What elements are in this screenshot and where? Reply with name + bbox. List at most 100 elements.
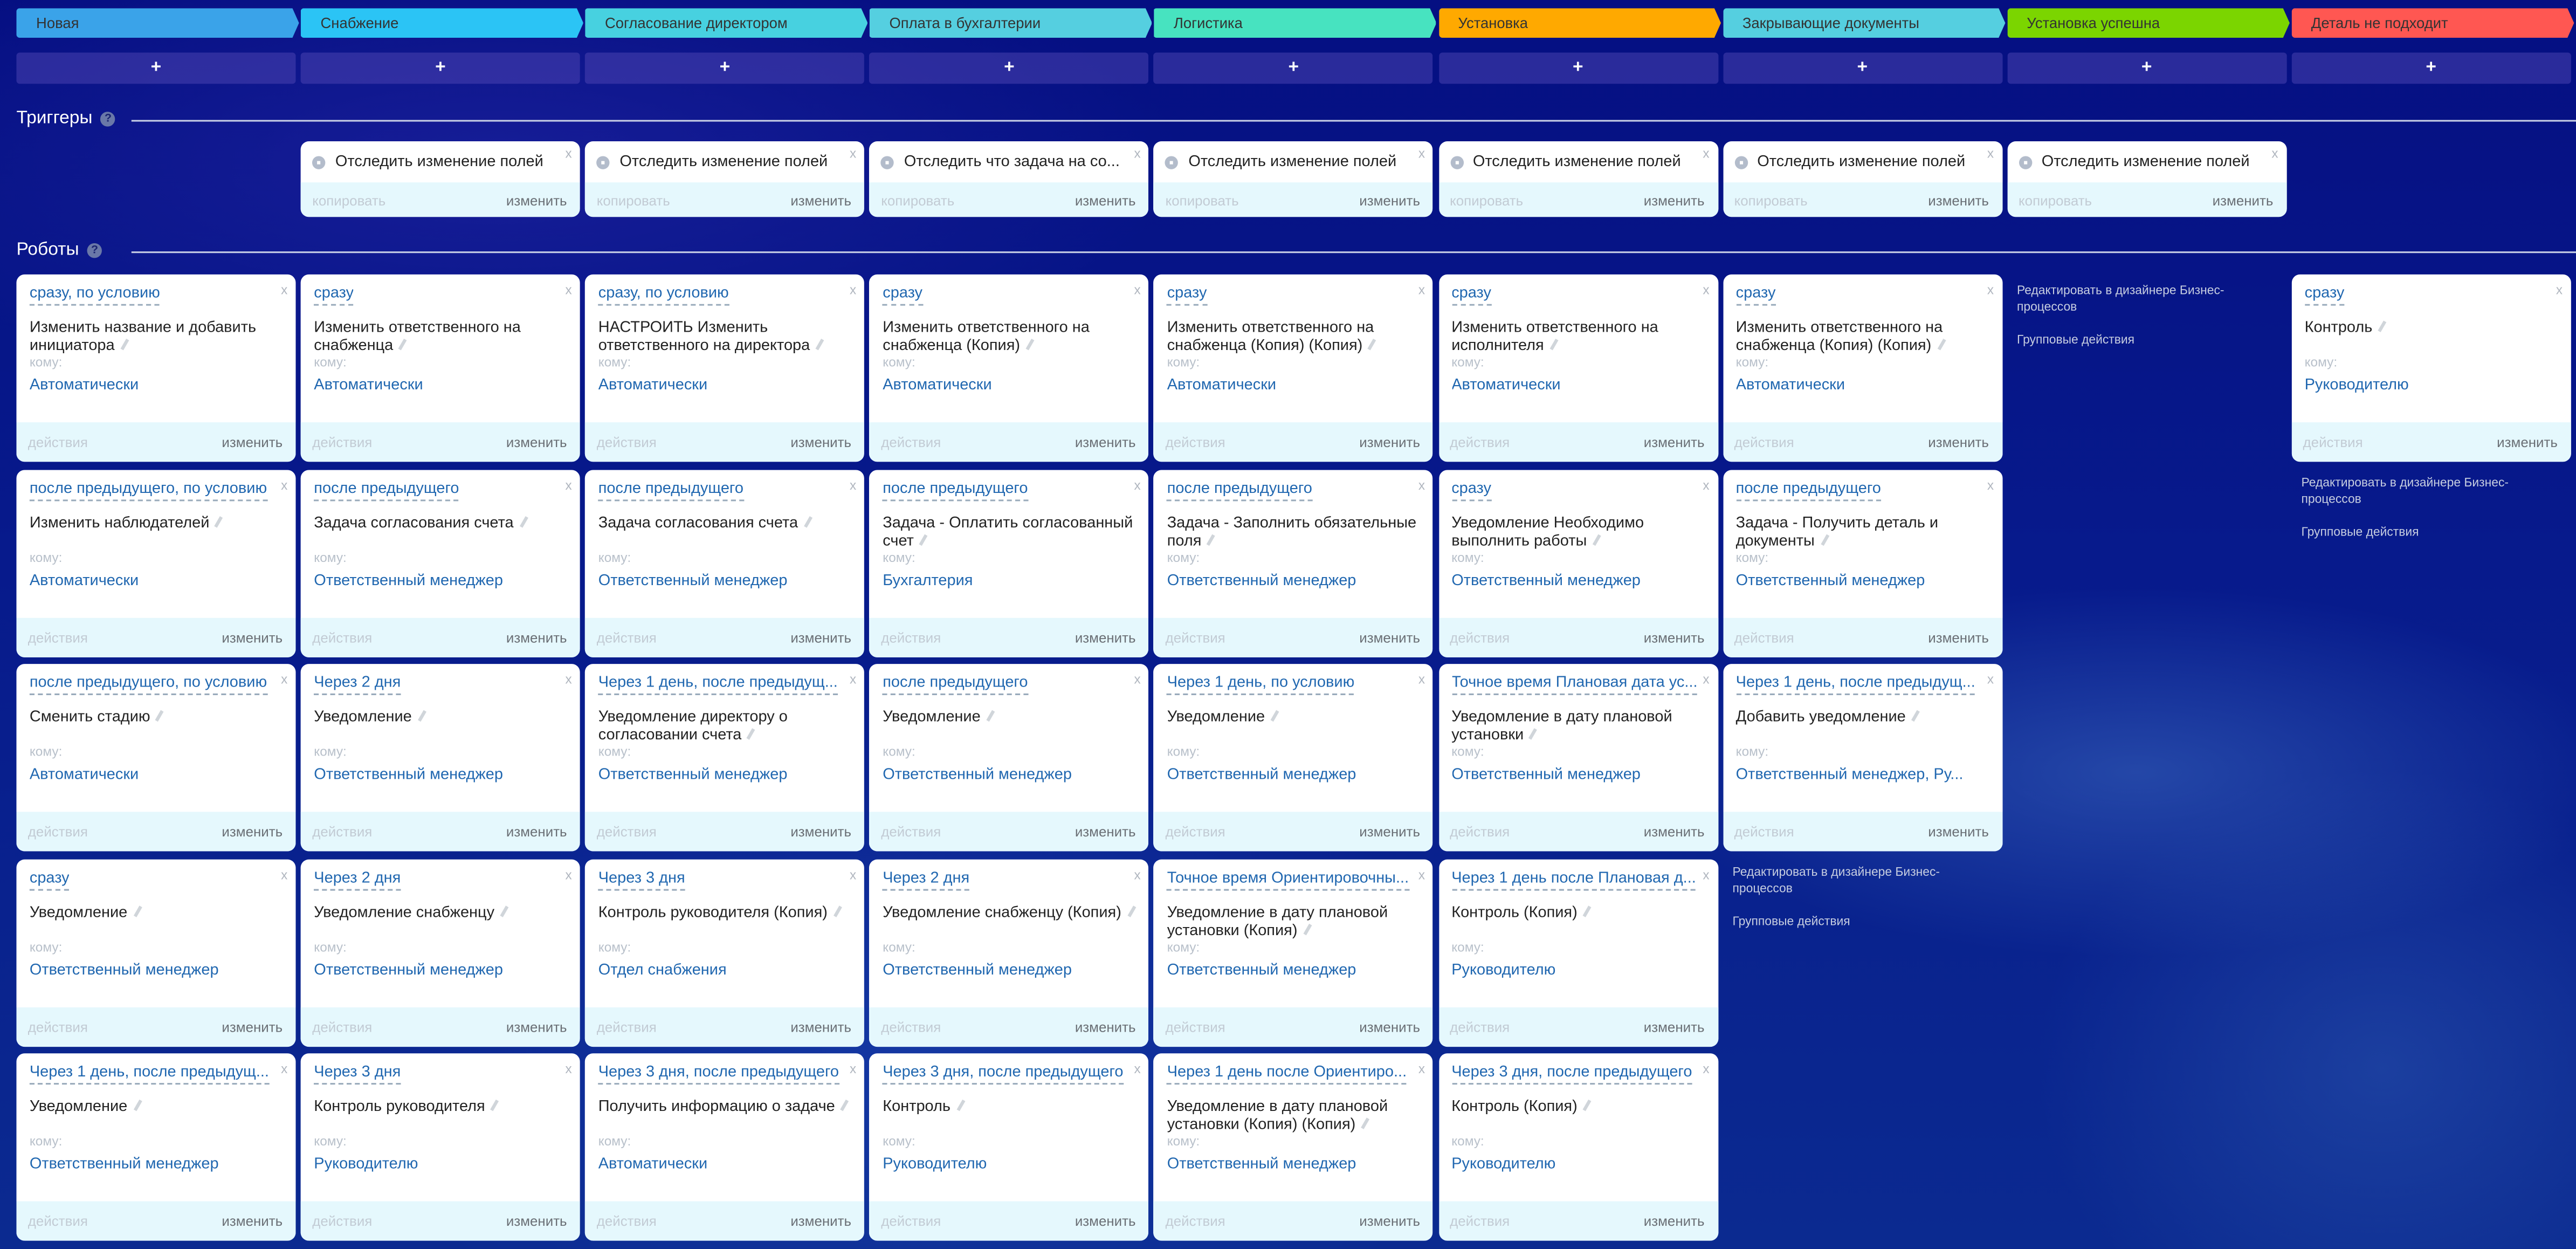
actions-link[interactable]: действия [596,1018,657,1035]
group-actions-link[interactable]: Групповые действия [1732,914,1850,929]
close-icon[interactable]: x [1703,477,1710,492]
copy-link[interactable]: копировать [881,191,955,208]
robot-condition-link[interactable]: после предыдущего [883,479,1028,500]
edit-link[interactable]: изменить [1359,434,1420,450]
recipient-link[interactable]: Отдел снабжения [598,960,727,979]
help-icon[interactable]: ? [100,111,116,126]
recipient-link[interactable]: Руководителю [883,1155,987,1173]
add-robot-button[interactable]: + [869,52,1149,84]
actions-link[interactable]: действия [27,1018,88,1035]
robot-card[interactable]: сразу Изменить ответственного на снабженц… [1154,274,1434,462]
recipient-link[interactable]: Ответственный менеджер [29,960,219,979]
close-icon[interactable]: x [1987,672,1994,687]
edit-link[interactable]: изменить [790,1018,852,1035]
recipient-link[interactable]: Ответственный менеджер [1451,765,1641,784]
actions-link[interactable]: действия [1165,823,1225,840]
pencil-icon[interactable] [840,1099,849,1111]
close-icon[interactable]: x [1703,1061,1710,1076]
copy-link[interactable]: копировать [1165,191,1239,208]
robot-condition-link[interactable]: Через 1 день, после предыдущ... [598,674,838,695]
robot-card[interactable]: Через 1 день, после предыдущ... Уведомлен… [16,1053,296,1241]
recipient-link[interactable]: Руководителю [1451,960,1556,979]
pencil-icon[interactable] [815,339,824,350]
robot-condition-link[interactable]: после предыдущего [314,479,459,500]
stage-tab[interactable]: Оплата в бухгалтерии [870,8,1152,38]
designer-link[interactable]: Редактировать в дизайнере Бизнес-процесс… [2301,475,2509,506]
robot-condition-link[interactable]: Через 2 дня [314,868,401,890]
edit-link[interactable]: изменить [1075,823,1136,840]
trigger-card[interactable]: Отследить изменение полей x копировать изме… [300,141,580,217]
pencil-icon[interactable] [1529,728,1538,739]
robot-card[interactable]: после предыдущего Задача - Получить детал… [1723,469,2002,657]
add-robot-button[interactable]: + [1723,52,2002,84]
edit-link[interactable]: изменить [506,434,567,450]
edit-link[interactable]: изменить [506,823,567,840]
edit-link[interactable]: изменить [222,823,283,840]
close-icon[interactable]: x [1134,867,1141,882]
group-actions-link[interactable]: Групповые действия [2301,524,2419,539]
robot-card[interactable]: Через 3 дня, после предыдущего Контроль ко… [869,1053,1149,1241]
edit-link[interactable]: изменить [222,1018,283,1035]
robot-condition-link[interactable]: сразу [314,284,354,306]
edit-link[interactable]: изменить [506,628,567,646]
designer-link[interactable]: Редактировать в дизайнере Бизнес-процесс… [2017,283,2224,314]
edit-link[interactable]: изменить [790,191,852,208]
robot-card[interactable]: сразу Изменить ответственного на снабженц… [300,274,580,462]
pencil-icon[interactable] [1207,533,1215,545]
robot-condition-link[interactable]: после предыдущего, по условию [29,479,267,500]
edit-link[interactable]: изменить [1075,1212,1136,1230]
recipient-link[interactable]: Бухгалтерия [883,571,973,589]
trigger-card[interactable]: Отследить изменение полей x копировать изме… [1723,141,2002,217]
edit-link[interactable]: изменить [1359,628,1420,646]
edit-link[interactable]: изменить [2497,434,2558,450]
recipient-link[interactable]: Ответственный менеджер [1167,571,1356,589]
pencil-icon[interactable] [215,515,223,527]
robot-card[interactable]: Через 1 день после Плановая д... Контроль… [1438,859,1718,1046]
actions-link[interactable]: действия [312,628,373,646]
robot-condition-link[interactable]: Через 1 день после Плановая д... [1451,868,1696,890]
close-icon[interactable]: x [281,283,288,298]
robot-card[interactable]: сразу Изменить ответственного на исполнит… [1438,274,1718,462]
robot-condition-link[interactable]: после предыдущего [1167,479,1312,500]
robot-condition-link[interactable]: Через 3 дня [314,1063,401,1085]
stage-tab[interactable]: Деталь не подходит [2291,8,2574,38]
trigger-card[interactable]: Отследить что задача на со... x копировать… [869,141,1149,217]
close-icon[interactable]: x [1418,1061,1425,1076]
robot-condition-link[interactable]: после предыдущего [883,674,1028,695]
edit-link[interactable]: изменить [222,1212,283,1230]
recipient-link[interactable]: Автоматически [1167,376,1277,395]
close-icon[interactable]: x [849,672,857,687]
pencil-icon[interactable] [747,728,755,739]
recipient-link[interactable]: Автоматически [1451,376,1561,395]
add-robot-button[interactable]: + [1154,52,1434,84]
stage-tab[interactable]: Новая [16,8,299,38]
edit-link[interactable]: изменить [790,1212,852,1230]
robot-card[interactable]: Через 3 дня Контроль руководителя кому: Рук… [300,1053,580,1241]
robot-card[interactable]: после предыдущего Уведомление кому: Ответст… [869,664,1149,852]
recipient-link[interactable]: Ответственный менеджер [314,765,504,784]
robot-card[interactable]: Точное время Плановая дата ус... Уведомле… [1438,664,1718,852]
robot-condition-link[interactable]: Через 1 день, после предыдущ... [29,1063,269,1085]
edit-link[interactable]: изменить [1359,823,1420,840]
close-icon[interactable]: x [565,672,572,687]
pencil-icon[interactable] [120,339,128,350]
edit-link[interactable]: изменить [1643,823,1705,840]
robot-card[interactable]: Через 3 дня, после предыдущего Получить и… [585,1053,865,1241]
close-icon[interactable]: x [1418,146,1425,161]
close-icon[interactable]: x [849,1061,857,1076]
recipient-link[interactable]: Автоматически [314,376,423,395]
actions-link[interactable]: действия [881,823,941,840]
recipient-link[interactable]: Автоматически [1735,376,1845,395]
robot-condition-link[interactable]: Точное время Плановая дата ус... [1451,674,1698,695]
pencil-icon[interactable] [1303,923,1311,935]
robot-card[interactable]: после предыдущего, по условию Сменить ста… [16,664,296,852]
robot-card[interactable]: Через 2 дня Уведомление снабженцу кому: Отв… [300,859,580,1046]
edit-link[interactable]: изменить [1359,1018,1420,1035]
robot-card[interactable]: Через 3 дня, после предыдущего Контроль (… [1438,1053,1718,1241]
close-icon[interactable]: x [1418,672,1425,687]
add-robot-button[interactable]: + [2007,52,2286,84]
robot-condition-link[interactable]: сразу, по условию [29,284,160,306]
recipient-link[interactable]: Ответственный менеджер [1167,1155,1356,1173]
robot-condition-link[interactable]: сразу [1451,284,1492,306]
recipient-link[interactable]: Ответственный менеджер [1451,571,1641,589]
